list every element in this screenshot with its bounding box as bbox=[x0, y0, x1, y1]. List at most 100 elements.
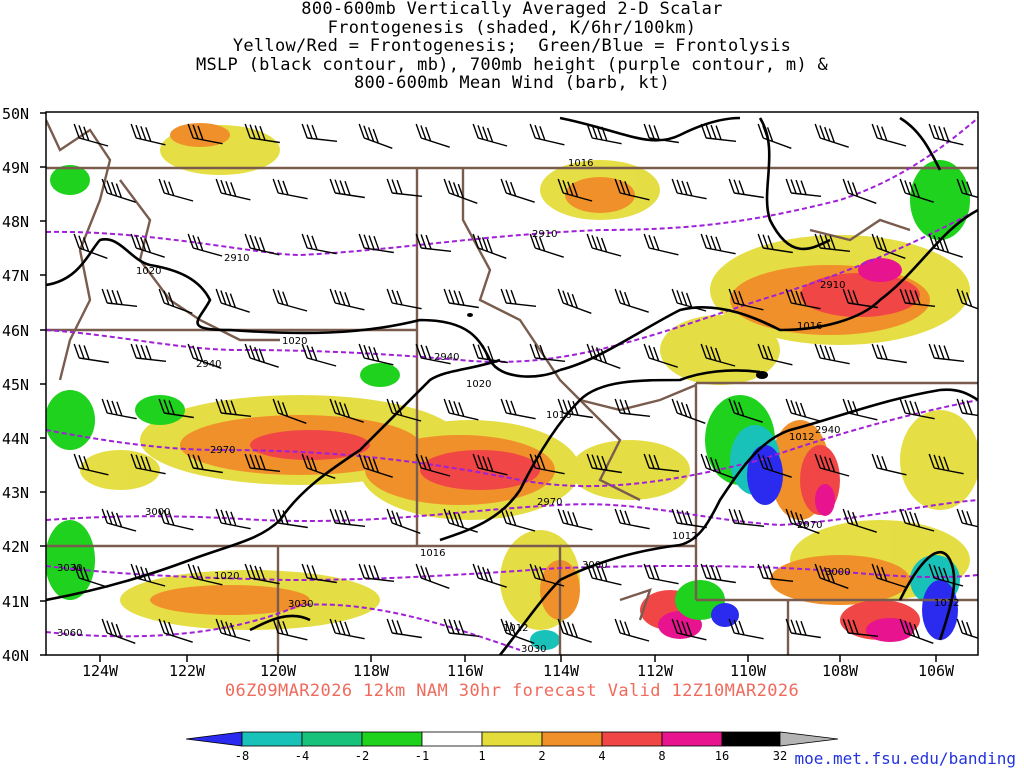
wind-barb bbox=[757, 563, 794, 582]
lat-label: 43N bbox=[2, 484, 29, 502]
title-line-1: 800-600mb Vertically Averaged 2-D Scalar bbox=[301, 0, 723, 19]
colorbar: -8 -4 -2 -1 1 2 4 8 16 32 bbox=[185, 731, 839, 763]
wind-barb bbox=[130, 343, 167, 362]
lat-label: 47N bbox=[2, 267, 29, 285]
wind-barb bbox=[928, 343, 965, 362]
wind-barb bbox=[928, 233, 963, 258]
wind-barb bbox=[329, 288, 365, 311]
wind-barb bbox=[386, 288, 422, 310]
lat-label: 45N bbox=[2, 376, 29, 394]
wind-barb bbox=[329, 508, 366, 527]
wind-barb bbox=[529, 233, 564, 258]
wind-barb bbox=[472, 343, 508, 364]
wind-barb bbox=[130, 123, 166, 146]
wind-barb bbox=[415, 123, 450, 148]
wind-barb bbox=[244, 123, 280, 144]
height-label: 2970 bbox=[537, 497, 562, 508]
wind-barb bbox=[785, 398, 821, 422]
wind-barb bbox=[586, 343, 621, 369]
title-line-5: 800-600mb Mean Wind (barb, kt) bbox=[353, 73, 671, 93]
wind-barb bbox=[728, 618, 764, 640]
lon-label: 118W bbox=[353, 662, 390, 680]
height-label: 2940 bbox=[196, 359, 221, 370]
colorbar-cell bbox=[185, 731, 243, 747]
wind-barb bbox=[671, 618, 707, 641]
wind-barb bbox=[472, 123, 508, 147]
wind-barb bbox=[358, 453, 393, 478]
lat-label: 49N bbox=[2, 159, 29, 177]
wind-barb bbox=[814, 123, 849, 148]
frontogenesis-shading bbox=[46, 123, 978, 650]
lon-label: 122W bbox=[169, 662, 206, 680]
wind-barb bbox=[215, 178, 251, 201]
mslp-label: 1012 bbox=[934, 598, 959, 609]
height-label: 3000 bbox=[825, 567, 850, 578]
wind-barb bbox=[443, 288, 479, 309]
wind-barb bbox=[500, 398, 536, 420]
colorbar-tick: -2 bbox=[355, 749, 369, 763]
wind-barb bbox=[529, 123, 565, 146]
wind-barb bbox=[785, 508, 820, 534]
lon-label: 108W bbox=[822, 662, 859, 680]
wind-barb bbox=[158, 288, 193, 314]
wind-barb bbox=[73, 233, 108, 259]
wind-barb bbox=[785, 288, 821, 310]
colorbar-tick: 2 bbox=[538, 749, 545, 763]
wind-barb bbox=[899, 398, 935, 420]
wind-barb bbox=[415, 453, 451, 477]
wind-barb bbox=[73, 343, 109, 364]
wind-barb bbox=[671, 288, 707, 312]
mslp-label: 1016 bbox=[568, 158, 593, 169]
wind-barb bbox=[358, 233, 394, 254]
wind-barb bbox=[728, 178, 764, 199]
wind-barb bbox=[244, 453, 281, 472]
wind-barb bbox=[614, 398, 651, 417]
wind-barb bbox=[187, 123, 223, 145]
plot-area: 1016 1020 1020 1020 1016 1016 1012 1016 … bbox=[46, 116, 978, 655]
wind-barb bbox=[244, 563, 280, 585]
wind-barb bbox=[101, 288, 138, 307]
colorbar-cell bbox=[661, 731, 723, 747]
wind-barb bbox=[757, 123, 792, 149]
wind-barb bbox=[842, 178, 877, 204]
wind-barb bbox=[529, 563, 565, 587]
wind-barb bbox=[301, 123, 338, 142]
colorbar-cell bbox=[721, 731, 781, 747]
wind-barb bbox=[956, 288, 978, 310]
wind-barb bbox=[757, 453, 792, 478]
lat-label: 42N bbox=[2, 538, 29, 556]
lat-labels: 50N 49N 48N 47N 46N 45N 44N 43N 42N 41N … bbox=[2, 105, 29, 665]
colorbar-tick: 8 bbox=[658, 749, 665, 763]
colorbar-cell bbox=[361, 731, 423, 747]
wind-barb bbox=[956, 508, 978, 528]
wind-barb bbox=[728, 508, 765, 527]
wind-barb bbox=[643, 233, 679, 256]
wind-barb bbox=[73, 563, 108, 588]
wind-barb bbox=[272, 178, 308, 200]
source-url[interactable]: moe.met.fsu.edu/banding bbox=[794, 749, 1016, 768]
wind-barb bbox=[415, 343, 451, 365]
height-label: 2940 bbox=[815, 425, 840, 436]
wind-barb bbox=[614, 508, 650, 530]
wind-barb bbox=[187, 453, 223, 474]
mslp-label: 1016 bbox=[797, 321, 822, 332]
wind-barb bbox=[301, 453, 336, 479]
wind-barb bbox=[899, 508, 935, 532]
wind-barb bbox=[358, 343, 394, 366]
lat-label: 40N bbox=[2, 647, 29, 665]
height-label: 2910 bbox=[532, 229, 557, 240]
wind-barb bbox=[386, 398, 422, 422]
wind-barb bbox=[928, 123, 964, 146]
wind-barb bbox=[358, 123, 393, 149]
title-line-3: Yellow/Red = Frontogenesis; Green/Blue =… bbox=[232, 36, 792, 56]
lon-label: 114W bbox=[543, 662, 580, 680]
wind-barb bbox=[130, 563, 166, 587]
colorbar-tick: 16 bbox=[715, 749, 729, 763]
colorbar-tick: -8 bbox=[235, 749, 249, 763]
wind-barb bbox=[443, 618, 480, 637]
mslp-label: 1012 bbox=[789, 432, 814, 443]
wind-barb bbox=[358, 563, 395, 582]
lat-label: 44N bbox=[2, 430, 29, 448]
wind-barb bbox=[443, 398, 479, 421]
